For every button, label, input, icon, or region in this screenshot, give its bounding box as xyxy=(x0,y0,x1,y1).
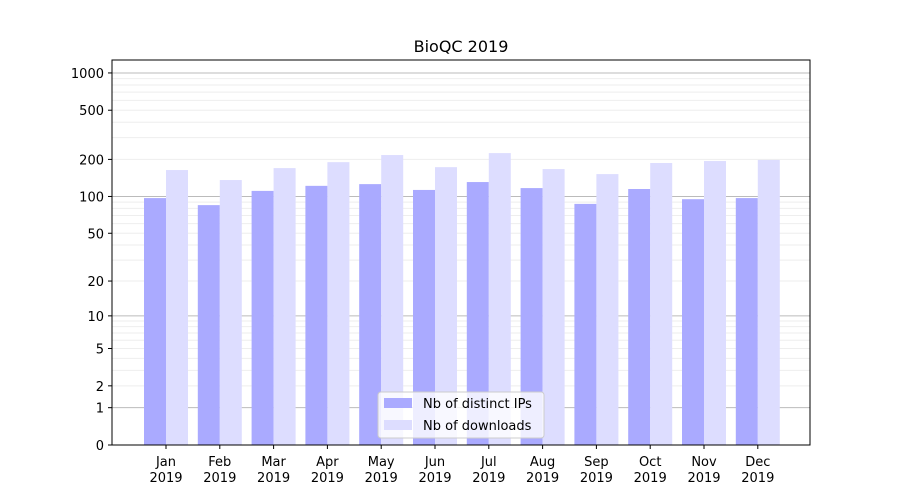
bar-downloads xyxy=(704,161,726,445)
x-tick-label-month: Oct xyxy=(639,455,661,470)
bar-downloads xyxy=(273,168,296,446)
y-tick-label: 1000 xyxy=(71,67,104,82)
bar-distinct-ips xyxy=(251,190,274,445)
y-tick-label: 10 xyxy=(87,310,104,325)
y-tick-label: 100 xyxy=(79,190,104,205)
y-tick-label: 50 xyxy=(87,227,104,242)
x-tick-label-year: 2019 xyxy=(580,471,613,486)
x-tick-label-year: 2019 xyxy=(203,471,236,486)
y-tick-label: 200 xyxy=(79,153,104,168)
bar-downloads xyxy=(488,153,511,445)
x-tick-label-year: 2019 xyxy=(472,471,505,486)
bar-distinct-ips xyxy=(466,182,489,445)
x-tick-label-year: 2019 xyxy=(149,471,182,486)
bar-distinct-ips xyxy=(413,189,435,445)
x-tick-label-month: Jan xyxy=(155,455,176,470)
bar-distinct-ips xyxy=(520,188,543,446)
x-tick-label-month: Jun xyxy=(424,455,445,470)
axes-frame xyxy=(111,59,811,446)
bar-downloads xyxy=(327,162,350,445)
x-tick-label-year: 2019 xyxy=(526,471,559,486)
bar-distinct-ips xyxy=(574,203,597,445)
bar-distinct-ips xyxy=(359,184,382,445)
x-axis: Jan2019Feb2019Mar2019Apr2019May2019Jun20… xyxy=(149,445,774,486)
bar-distinct-ips xyxy=(682,199,704,445)
bar-downloads xyxy=(166,170,188,446)
x-tick-label-year: 2019 xyxy=(687,471,720,486)
x-tick-label-month: Nov xyxy=(691,455,717,470)
legend-label-ips: Nb of distinct IPs xyxy=(423,397,532,412)
bar-distinct-ips xyxy=(305,185,328,446)
bar-distinct-ips xyxy=(144,198,166,445)
bar-downloads xyxy=(219,180,242,446)
x-tick-label-year: 2019 xyxy=(365,471,398,486)
bar-downloads xyxy=(596,174,619,445)
bar-distinct-ips xyxy=(735,198,758,445)
x-tick-label-year: 2019 xyxy=(418,471,451,486)
y-tick-label: 500 xyxy=(79,104,104,119)
x-tick-label-month: Sep xyxy=(584,455,609,470)
x-tick-label-year: 2019 xyxy=(634,471,667,486)
bar-downloads xyxy=(435,167,457,446)
legend-swatch-ips xyxy=(384,398,412,408)
x-tick-label-month: Mar xyxy=(261,455,286,470)
bar-downloads xyxy=(381,155,404,446)
x-tick-label-month: Jul xyxy=(480,455,497,470)
legend: Nb of distinct IPs Nb of downloads xyxy=(377,391,545,439)
legend-label-downloads: Nb of downloads xyxy=(423,419,532,434)
bar-distinct-ips xyxy=(197,205,220,445)
x-tick-label-month: Aug xyxy=(530,455,555,470)
x-tick-label-month: Dec xyxy=(745,455,770,470)
y-tick-label: 5 xyxy=(96,343,104,358)
bar-downloads xyxy=(542,169,565,445)
bar-downloads xyxy=(650,163,673,445)
chart-title: BioQC 2019 xyxy=(414,37,509,56)
y-tick-label: 0 xyxy=(96,439,104,454)
x-tick-label-year: 2019 xyxy=(257,471,290,486)
bar-downloads xyxy=(757,159,780,446)
x-tick-label-month: Feb xyxy=(208,455,231,470)
y-tick-label: 1 xyxy=(96,402,104,417)
y-tick-label: 20 xyxy=(87,275,104,290)
x-tick-label-month: May xyxy=(368,455,395,470)
bars xyxy=(144,153,780,446)
legend-swatch-downloads xyxy=(384,420,412,430)
x-tick-label-year: 2019 xyxy=(311,471,344,486)
x-tick-label-year: 2019 xyxy=(741,471,774,486)
y-axis: 0 1 2 5 10 20 50 100 200 500 1000 xyxy=(71,67,112,454)
bar-distinct-ips xyxy=(628,189,651,445)
y-tick-label: 2 xyxy=(96,380,104,395)
x-tick-label-month: Apr xyxy=(316,455,339,470)
